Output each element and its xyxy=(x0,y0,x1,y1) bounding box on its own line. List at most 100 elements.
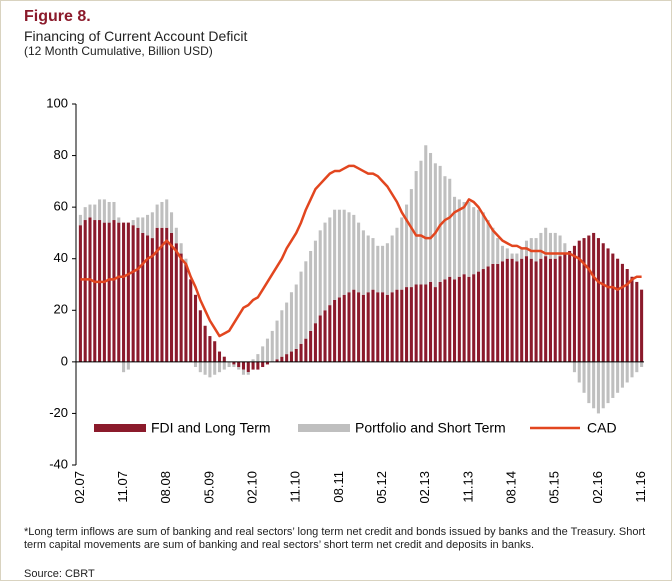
bar xyxy=(486,220,490,267)
bar xyxy=(577,361,581,383)
bar xyxy=(342,294,346,362)
bar xyxy=(539,258,543,362)
bar xyxy=(534,238,538,262)
legend-label: CAD xyxy=(587,420,617,436)
bar xyxy=(496,263,500,362)
bar xyxy=(265,361,270,365)
bar xyxy=(385,294,389,362)
bar xyxy=(429,281,433,362)
bar xyxy=(208,361,212,378)
bar xyxy=(433,163,437,288)
bar xyxy=(174,243,178,362)
bar xyxy=(357,292,361,362)
chart: -40 -20 0 20 40 60 80 100 02.07 11.07 08.08 05.09 02… xyxy=(46,95,648,504)
bar xyxy=(294,284,298,349)
bar xyxy=(146,235,150,362)
bar xyxy=(280,310,284,357)
bar xyxy=(515,261,519,362)
bar xyxy=(179,243,183,254)
bar xyxy=(203,361,207,375)
bar xyxy=(107,222,111,362)
y-tick-label: -20 xyxy=(49,405,68,420)
bar xyxy=(256,361,260,370)
bar xyxy=(486,266,490,362)
bar xyxy=(491,227,495,264)
bar xyxy=(553,258,557,362)
bar xyxy=(347,212,351,293)
bar xyxy=(275,320,279,360)
bar xyxy=(606,361,610,404)
bar xyxy=(448,178,452,277)
bar xyxy=(184,263,188,362)
bar xyxy=(405,287,409,362)
bar xyxy=(261,346,265,362)
bar xyxy=(337,297,341,362)
bar xyxy=(596,238,600,362)
bar xyxy=(620,263,624,362)
x-tick-label: 05.12 xyxy=(374,471,389,504)
bar xyxy=(213,361,217,375)
bar xyxy=(558,256,562,362)
bar xyxy=(438,281,442,362)
bar xyxy=(198,310,202,362)
legend-swatch xyxy=(94,424,146,432)
bar xyxy=(563,243,567,254)
x-tick-label: 02.16 xyxy=(590,471,605,504)
bar xyxy=(500,245,505,262)
bar xyxy=(237,367,241,370)
bar xyxy=(342,209,346,295)
bar xyxy=(400,217,404,290)
chart-title: Financing of Current Account Deficit xyxy=(24,28,248,44)
x-tick-label: 05.15 xyxy=(547,471,562,504)
bar xyxy=(630,276,634,362)
bar xyxy=(414,171,418,285)
bar xyxy=(318,315,322,362)
bar xyxy=(419,284,423,362)
x-tick-label: 11.13 xyxy=(460,471,475,503)
bar xyxy=(131,225,135,362)
bar xyxy=(630,361,634,378)
bar xyxy=(443,176,447,280)
bar xyxy=(472,207,476,275)
bar xyxy=(313,240,317,324)
bar xyxy=(246,372,250,375)
bar xyxy=(93,220,97,362)
bar xyxy=(88,204,92,218)
bar xyxy=(361,294,365,362)
bar xyxy=(472,274,476,362)
bar xyxy=(625,269,629,362)
bar xyxy=(122,361,126,373)
bar xyxy=(126,222,130,362)
bar xyxy=(640,289,644,362)
bar xyxy=(606,248,610,362)
bar xyxy=(241,369,246,375)
bar xyxy=(582,361,586,393)
bar xyxy=(467,201,471,277)
bar xyxy=(611,253,615,362)
bar xyxy=(476,209,481,272)
x-tick-label: 05.09 xyxy=(201,471,216,504)
bar xyxy=(429,152,433,282)
bar xyxy=(505,258,509,362)
bar xyxy=(107,201,111,223)
bar xyxy=(529,258,533,362)
bar xyxy=(563,253,567,362)
bar xyxy=(467,276,471,362)
bar xyxy=(620,361,624,388)
bar xyxy=(409,189,413,288)
bar xyxy=(515,253,519,262)
bar xyxy=(117,222,121,362)
bar xyxy=(448,276,452,362)
bar xyxy=(193,294,198,362)
footnote: *Long term inflows are sum of banking an… xyxy=(24,526,646,551)
bar xyxy=(414,284,418,362)
bar xyxy=(112,220,116,362)
bar xyxy=(299,271,303,344)
bar xyxy=(529,238,533,259)
bar xyxy=(433,287,437,362)
bar xyxy=(366,235,370,293)
y-tick-label: -40 xyxy=(49,456,68,471)
bar xyxy=(232,361,236,365)
bar xyxy=(640,361,644,368)
